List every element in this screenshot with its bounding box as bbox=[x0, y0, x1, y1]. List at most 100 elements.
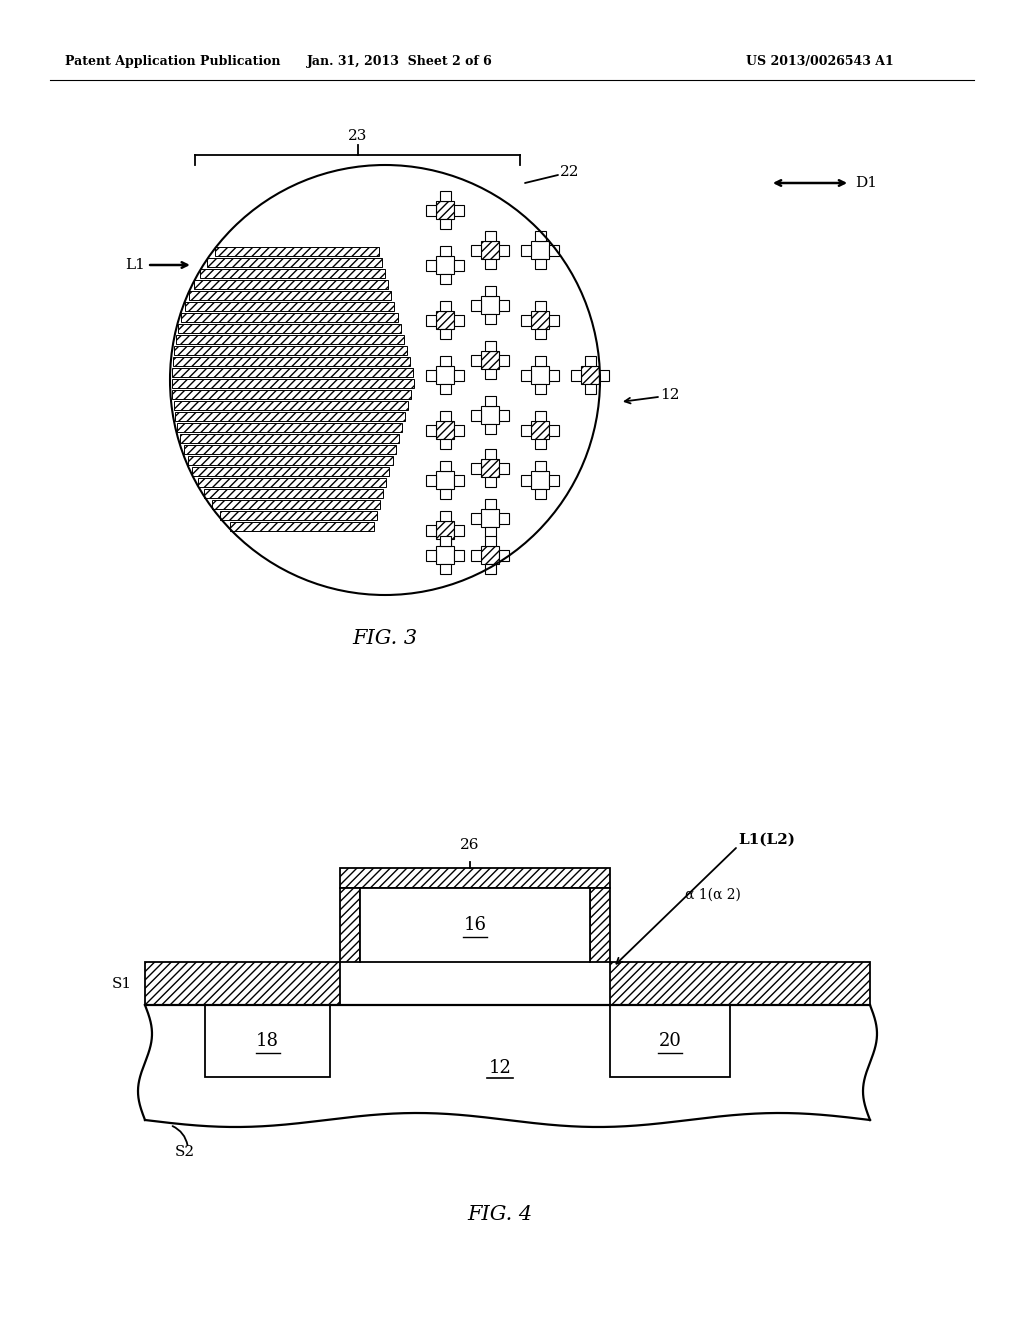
Bar bbox=[181, 313, 397, 322]
Bar bbox=[426, 370, 436, 380]
Bar bbox=[454, 474, 464, 486]
Bar bbox=[481, 242, 499, 259]
Bar bbox=[585, 356, 596, 366]
Text: Patent Application Publication: Patent Application Publication bbox=[65, 55, 281, 69]
Text: S1: S1 bbox=[112, 977, 132, 991]
Bar bbox=[454, 260, 464, 271]
Text: α 1(α 2): α 1(α 2) bbox=[685, 888, 741, 902]
Text: L1(L2): L1(L2) bbox=[738, 833, 795, 847]
Bar bbox=[610, 1005, 730, 1077]
Text: 18: 18 bbox=[256, 1032, 279, 1049]
Text: 16: 16 bbox=[464, 916, 486, 935]
Bar bbox=[484, 536, 496, 546]
Bar bbox=[484, 286, 496, 296]
Bar bbox=[436, 256, 454, 275]
Bar bbox=[198, 478, 386, 487]
Bar bbox=[549, 474, 559, 486]
Bar bbox=[471, 462, 481, 474]
Bar bbox=[439, 511, 451, 521]
Bar bbox=[174, 346, 407, 355]
Bar bbox=[521, 314, 531, 326]
Bar bbox=[581, 366, 599, 384]
Bar bbox=[207, 257, 382, 267]
Bar bbox=[426, 425, 436, 436]
Text: 23: 23 bbox=[348, 129, 368, 143]
Bar bbox=[531, 242, 549, 259]
Bar bbox=[484, 370, 496, 379]
Bar bbox=[436, 521, 454, 539]
Bar bbox=[426, 205, 436, 215]
Bar bbox=[481, 351, 499, 370]
Bar bbox=[549, 370, 559, 380]
Text: 12: 12 bbox=[660, 388, 680, 403]
Bar bbox=[340, 869, 610, 888]
Bar bbox=[484, 499, 496, 510]
Bar bbox=[220, 511, 377, 520]
Bar bbox=[439, 246, 451, 256]
Bar bbox=[535, 440, 546, 449]
Bar bbox=[187, 455, 392, 465]
Bar bbox=[521, 474, 531, 486]
Bar bbox=[439, 219, 451, 228]
Bar bbox=[439, 411, 451, 421]
Bar bbox=[454, 370, 464, 380]
Text: 12: 12 bbox=[488, 1059, 511, 1077]
Bar bbox=[535, 411, 546, 421]
Bar bbox=[499, 409, 509, 421]
Bar bbox=[610, 962, 870, 1005]
Bar bbox=[426, 474, 436, 486]
Text: D1: D1 bbox=[855, 176, 877, 190]
Bar bbox=[454, 524, 464, 536]
Bar bbox=[521, 244, 531, 256]
Bar bbox=[436, 546, 454, 564]
Bar bbox=[426, 314, 436, 326]
Bar bbox=[499, 549, 509, 561]
Bar bbox=[535, 259, 546, 269]
Bar bbox=[205, 1005, 330, 1077]
Text: US 2013/0026543 A1: US 2013/0026543 A1 bbox=[746, 55, 894, 69]
Text: L1: L1 bbox=[125, 257, 145, 272]
Text: 26: 26 bbox=[460, 838, 480, 851]
Bar bbox=[531, 471, 549, 488]
Bar bbox=[439, 329, 451, 339]
Bar bbox=[173, 356, 410, 366]
Bar bbox=[426, 260, 436, 271]
Bar bbox=[145, 962, 340, 1005]
Text: 22: 22 bbox=[560, 165, 580, 180]
Bar bbox=[436, 421, 454, 440]
Bar bbox=[484, 477, 496, 487]
Bar bbox=[481, 510, 499, 527]
Bar bbox=[531, 312, 549, 329]
Bar bbox=[499, 355, 509, 366]
Bar bbox=[484, 424, 496, 434]
Bar bbox=[535, 488, 546, 499]
Bar bbox=[439, 384, 451, 393]
Bar bbox=[439, 539, 451, 549]
Bar bbox=[499, 300, 509, 310]
Bar bbox=[535, 301, 546, 312]
Bar bbox=[172, 389, 411, 399]
Bar bbox=[531, 366, 549, 384]
Bar bbox=[189, 290, 391, 300]
Bar bbox=[436, 312, 454, 329]
Text: S2: S2 bbox=[175, 1144, 196, 1159]
Bar bbox=[426, 524, 436, 536]
Bar bbox=[436, 201, 454, 219]
Text: Jan. 31, 2013  Sheet 2 of 6: Jan. 31, 2013 Sheet 2 of 6 bbox=[307, 55, 493, 69]
Bar bbox=[499, 512, 509, 524]
Bar bbox=[439, 564, 451, 574]
Bar bbox=[484, 341, 496, 351]
Bar bbox=[585, 384, 596, 393]
Bar bbox=[535, 384, 546, 393]
Bar bbox=[195, 280, 388, 289]
Text: 20: 20 bbox=[658, 1032, 681, 1049]
Bar bbox=[439, 440, 451, 449]
Bar bbox=[484, 527, 496, 537]
Bar bbox=[535, 231, 546, 242]
Bar bbox=[521, 370, 531, 380]
Bar bbox=[471, 512, 481, 524]
Bar bbox=[484, 449, 496, 459]
Bar bbox=[172, 368, 413, 378]
Bar bbox=[177, 422, 401, 432]
Bar bbox=[484, 564, 496, 574]
